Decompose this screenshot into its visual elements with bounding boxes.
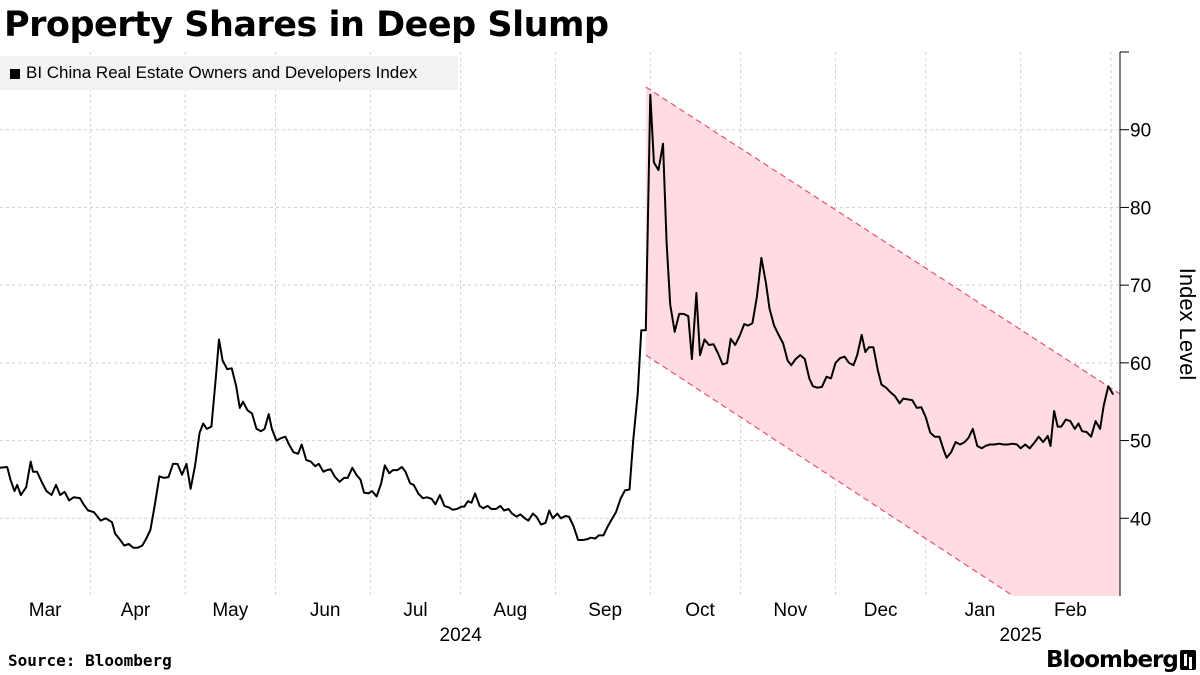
channel-upper-line xyxy=(645,86,1120,395)
x-year-label-2025: 2025 xyxy=(1000,625,1042,646)
bloomberg-terminal-icon xyxy=(1180,650,1196,670)
y-tick-label-70: 70 xyxy=(1130,276,1151,297)
channel-fill xyxy=(645,87,1120,596)
x-tick-label-may: May xyxy=(212,600,248,621)
x-tick-label-mar: Mar xyxy=(29,600,62,621)
x-tick-label-jan: Jan xyxy=(965,600,996,621)
trend-channel xyxy=(645,86,1120,596)
series-line-0 xyxy=(0,93,1114,549)
x-tick-label-sep: Sep xyxy=(588,600,622,621)
legend-swatch xyxy=(10,69,20,79)
y-axis-title: Index Level xyxy=(1175,268,1200,381)
x-tick-label-apr: Apr xyxy=(121,600,151,621)
x-tick-label-feb: Feb xyxy=(1054,600,1087,621)
y-tick-label-40: 40 xyxy=(1130,509,1151,530)
x-tick-label-jun: Jun xyxy=(310,600,341,621)
x-tick-label-dec: Dec xyxy=(864,600,898,621)
x-tick-label-aug: Aug xyxy=(493,600,527,621)
channel-group xyxy=(645,86,1120,596)
channel-lower-line xyxy=(645,354,1015,596)
legend: BI China Real Estate Owners and Develope… xyxy=(0,56,458,90)
x-tick-label-nov: Nov xyxy=(773,600,807,621)
y-tick-label-90: 90 xyxy=(1130,121,1151,142)
y-tick-label-80: 80 xyxy=(1130,198,1151,219)
axes: 40 50 60 70 80 90 Index Level Mar Apr May Jun Jul Au… xyxy=(29,51,1200,646)
legend-label: BI China Real Estate Owners and Develope… xyxy=(26,63,418,82)
chart-title: Property Shares in Deep Slump xyxy=(4,5,609,45)
x-tick-label-jul: Jul xyxy=(403,600,427,621)
bloomberg-logo: Bloomberg xyxy=(1046,647,1179,673)
x-year-label-2024: 2024 xyxy=(440,625,483,646)
series-layer xyxy=(0,93,1114,549)
source-note: Source: Bloomberg xyxy=(8,651,172,670)
series-group xyxy=(0,93,1114,549)
x-tick-label-oct: Oct xyxy=(685,600,715,621)
y-tick-label-50: 50 xyxy=(1130,432,1151,453)
y-tick-label-60: 60 xyxy=(1130,354,1151,375)
